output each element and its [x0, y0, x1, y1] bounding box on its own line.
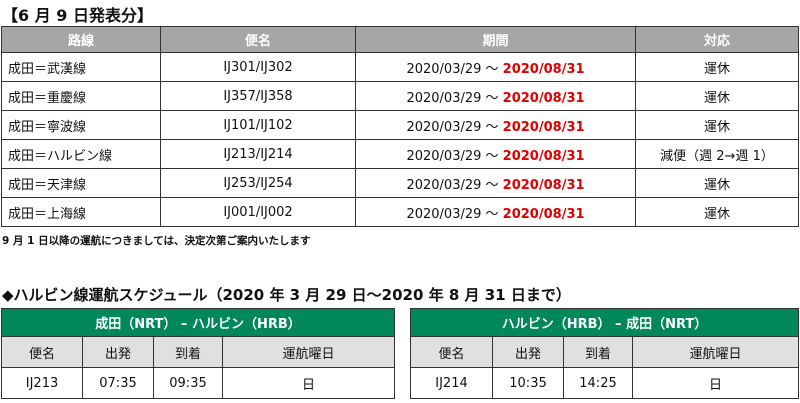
- route: 成田＝天津線: [1, 168, 161, 198]
- action: 運休: [635, 110, 799, 140]
- action: 運休: [635, 168, 799, 198]
- route: 成田＝重慶線: [1, 81, 161, 111]
- col-flight: 便名: [1, 336, 83, 368]
- note: 9 月 1 日以降の運航につきましては、決定次第ご案内いたします: [2, 235, 311, 247]
- period-start: 2020/03/29 ～: [406, 61, 503, 77]
- col-arrive: 到着: [153, 336, 223, 368]
- col-days: 運航曜日: [632, 336, 799, 368]
- route: 成田＝上海線: [1, 197, 161, 227]
- route: 成田＝寧波線: [1, 110, 161, 140]
- col-depart: 出発: [82, 336, 154, 368]
- schedule-table-outbound: 成田（NRT） – ハルビン（HRB） 便名 出発 到着 運航曜日 IJ213 07:3…: [1, 308, 395, 399]
- announcement-title: 【6 月 9 日発表分】: [2, 6, 153, 25]
- header-action: 対応: [635, 26, 799, 53]
- days: 日: [222, 367, 395, 399]
- depart: 10:35: [492, 367, 564, 399]
- period: 2020/03/29 ～ 2020/08/31: [355, 52, 636, 82]
- arrive: 14:25: [563, 367, 633, 399]
- action: 運休: [635, 81, 799, 111]
- table-row: IJ213 07:35 09:35 日: [1, 367, 395, 399]
- header-flights: 便名: [160, 26, 356, 53]
- period-end: 2020/08/31: [502, 148, 585, 164]
- flights: IJ001/IJ002: [160, 197, 356, 227]
- col-days: 運航曜日: [222, 336, 395, 368]
- period-start: 2020/03/29 ～: [406, 119, 503, 135]
- route: 成田＝ハルビン線: [1, 139, 161, 169]
- table-row: 成田＝天津線 IJ253/IJ254 2020/03/29 ～ 2020/08/…: [1, 168, 799, 198]
- schedule-heading: 成田（NRT） – ハルビン（HRB）: [1, 308, 395, 337]
- period: 2020/03/29 ～ 2020/08/31: [355, 197, 636, 227]
- depart: 07:35: [82, 367, 154, 399]
- period: 2020/03/29 ～ 2020/08/31: [355, 81, 636, 111]
- action: 運休: [635, 197, 799, 227]
- period: 2020/03/29 ～ 2020/08/31: [355, 139, 636, 169]
- period-start: 2020/03/29 ～: [406, 206, 503, 222]
- header-period: 期間: [355, 26, 636, 53]
- period-end: 2020/08/31: [502, 206, 585, 222]
- flight: IJ213: [1, 367, 83, 399]
- table-row: 成田＝武漢線 IJ301/IJ302 2020/03/29 ～ 2020/08/…: [1, 52, 799, 82]
- table-header-row: 路線 便名 期間 対応: [1, 26, 799, 53]
- header-route: 路線: [1, 26, 161, 53]
- schedule-heading: ハルビン（HRB） – 成田（NRT）: [410, 308, 799, 337]
- schedule-title: ◆ハルビン線運航スケジュール（2020 年 3 月 29 日～2020 年 8 …: [2, 286, 571, 304]
- action: 減便（週 2→週 1）: [635, 139, 799, 169]
- col-arrive: 到着: [563, 336, 633, 368]
- col-depart: 出発: [492, 336, 564, 368]
- flight: IJ214: [410, 367, 493, 399]
- action: 運休: [635, 52, 799, 82]
- route: 成田＝武漢線: [1, 52, 161, 82]
- table-row: 成田＝上海線 IJ001/IJ002 2020/03/29 ～ 2020/08/…: [1, 197, 799, 227]
- period-end: 2020/08/31: [502, 90, 585, 106]
- table-row: 成田＝重慶線 IJ357/IJ358 2020/03/29 ～ 2020/08/…: [1, 81, 799, 111]
- period-end: 2020/08/31: [502, 61, 585, 77]
- table-row: IJ214 10:35 14:25 日: [410, 367, 799, 399]
- flights: IJ357/IJ358: [160, 81, 356, 111]
- period-start: 2020/03/29 ～: [406, 148, 503, 164]
- table-row: 成田＝ハルビン線 IJ213/IJ214 2020/03/29 ～ 2020/0…: [1, 139, 799, 169]
- col-flight: 便名: [410, 336, 493, 368]
- period-start: 2020/03/29 ～: [406, 177, 503, 193]
- period: 2020/03/29 ～ 2020/08/31: [355, 168, 636, 198]
- flights: IJ253/IJ254: [160, 168, 356, 198]
- table-row: 成田＝寧波線 IJ101/IJ102 2020/03/29 ～ 2020/08/…: [1, 110, 799, 140]
- schedule-table-return: ハルビン（HRB） – 成田（NRT） 便名 出発 到着 運航曜日 IJ214 10:3…: [410, 308, 799, 399]
- period-end: 2020/08/31: [502, 119, 585, 135]
- suspension-table: 路線 便名 期間 対応 成田＝武漢線 IJ301/IJ302 2020/03/2…: [1, 26, 799, 227]
- arrive: 09:35: [153, 367, 223, 399]
- flights: IJ301/IJ302: [160, 52, 356, 82]
- period-start: 2020/03/29 ～: [406, 90, 503, 106]
- flights: IJ101/IJ102: [160, 110, 356, 140]
- period-end: 2020/08/31: [502, 177, 585, 193]
- period: 2020/03/29 ～ 2020/08/31: [355, 110, 636, 140]
- days: 日: [632, 367, 799, 399]
- flights: IJ213/IJ214: [160, 139, 356, 169]
